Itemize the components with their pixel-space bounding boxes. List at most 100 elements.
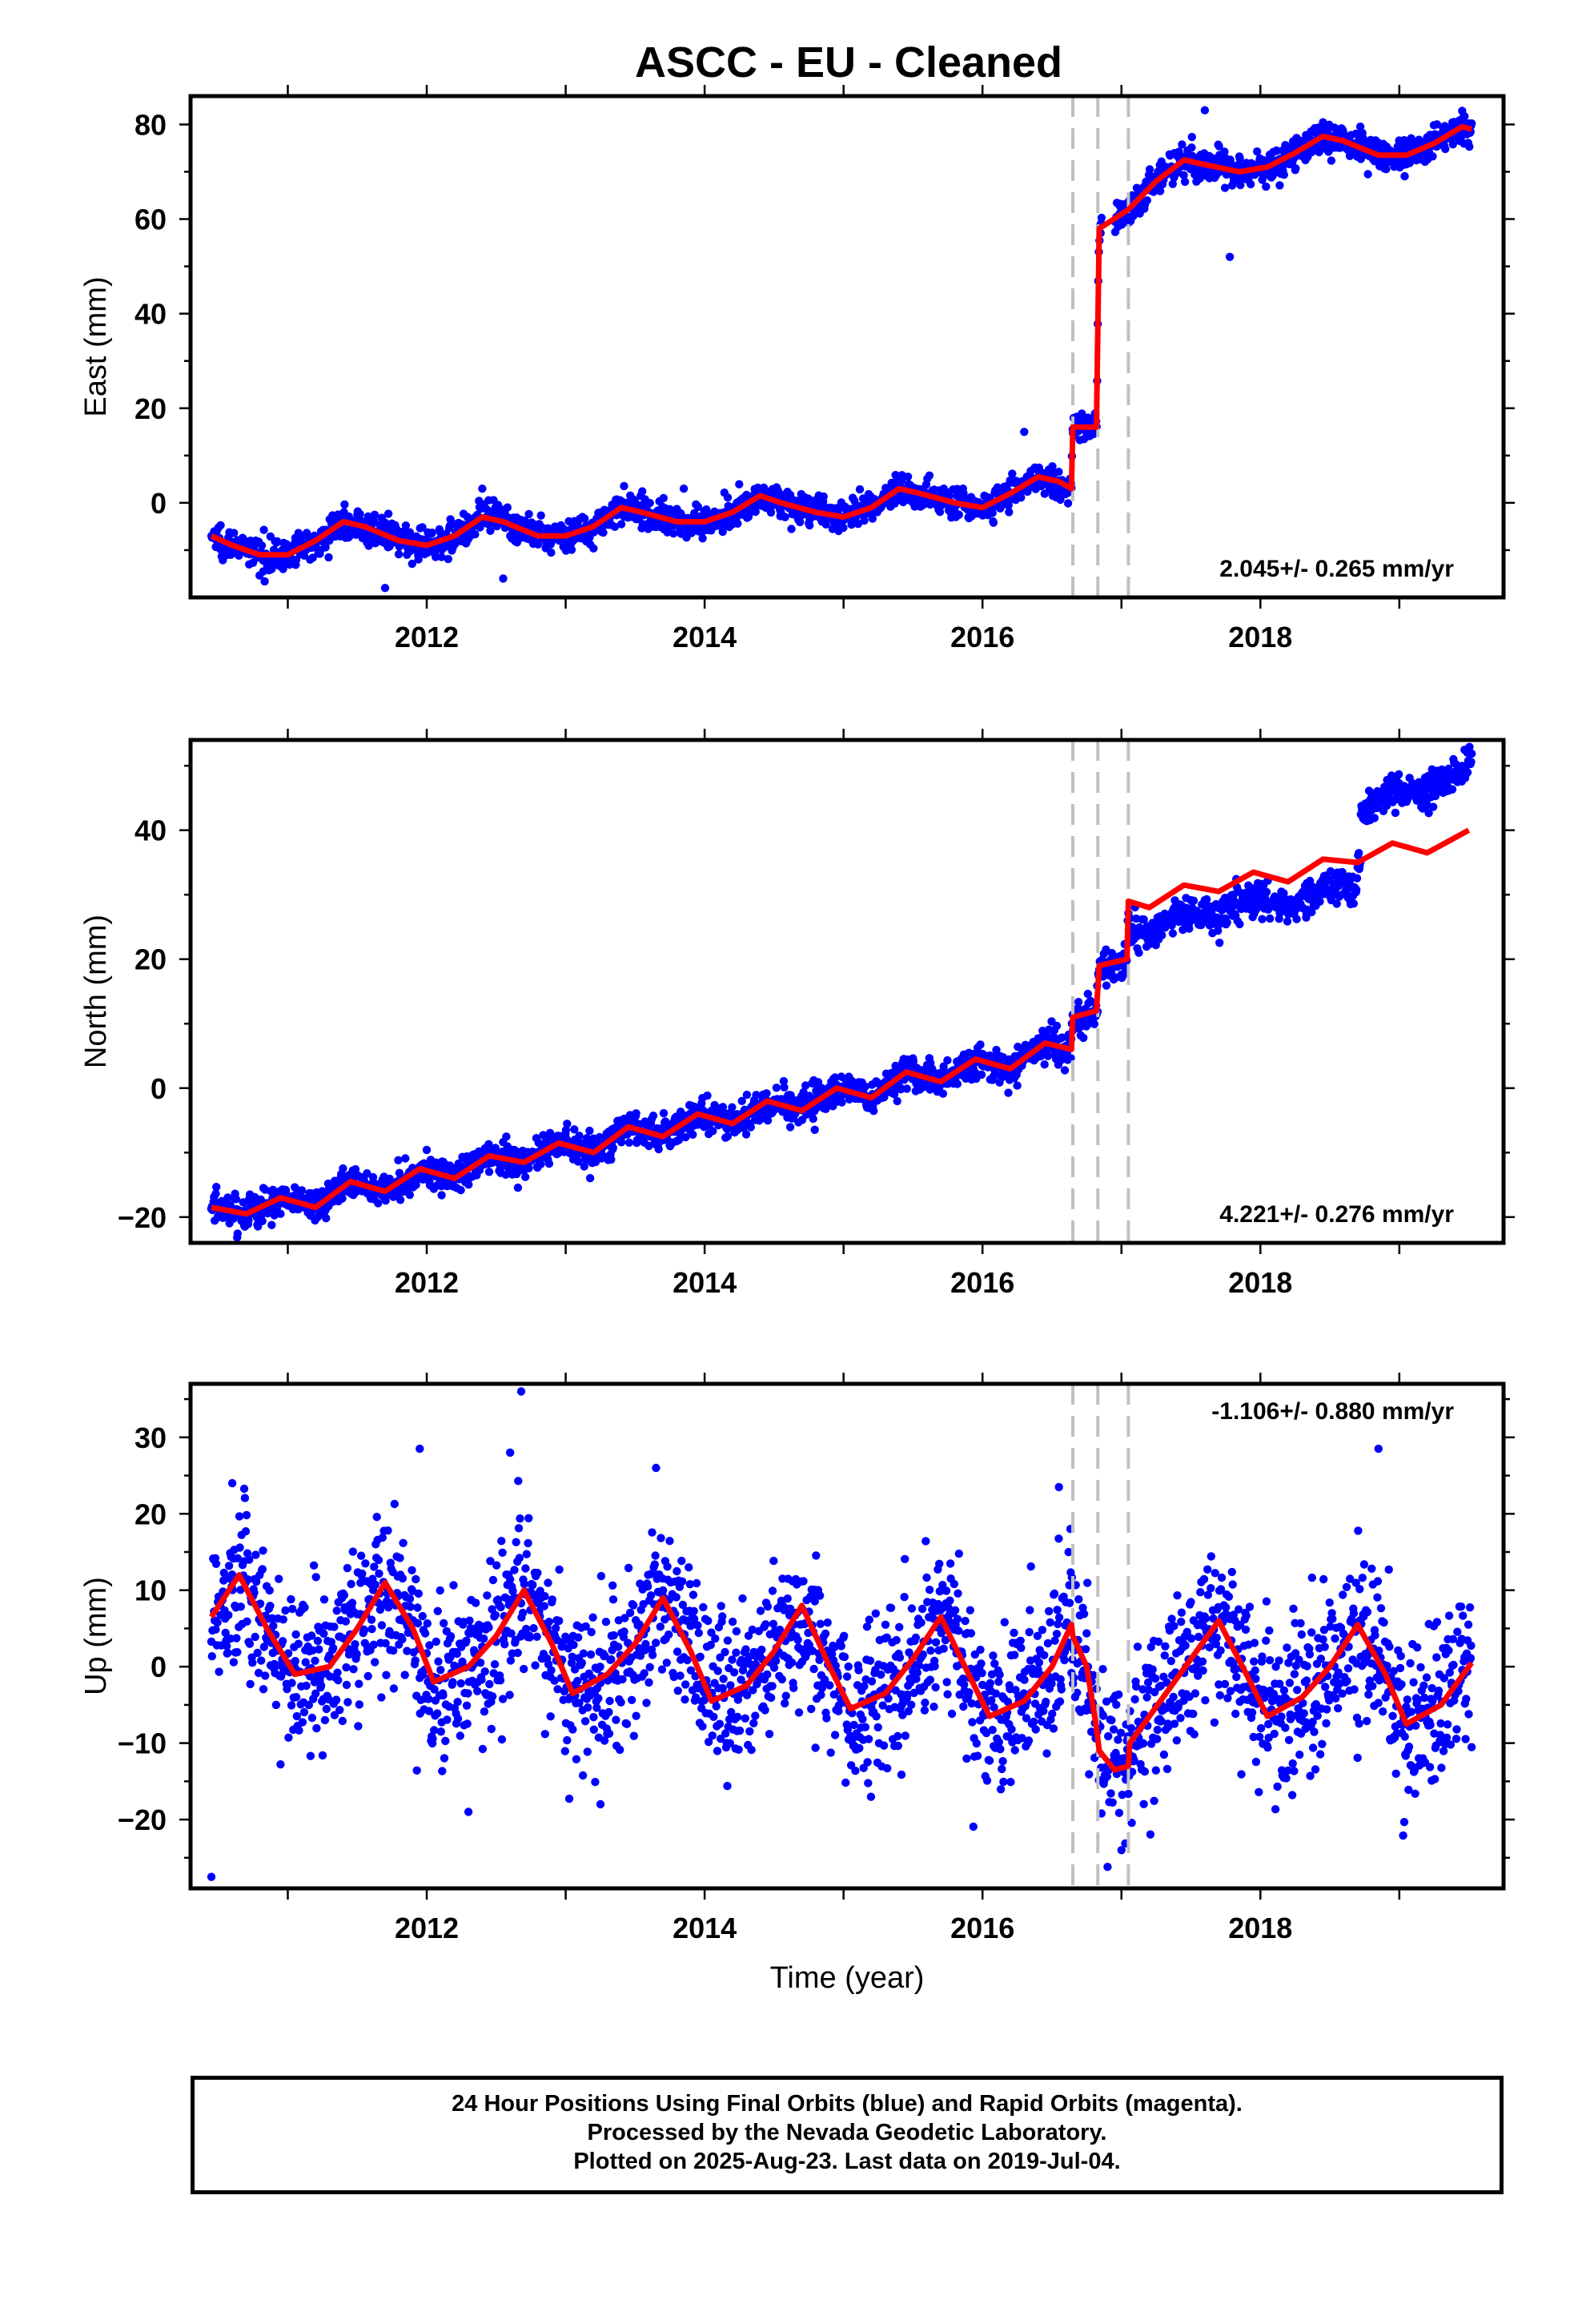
data-point: [401, 521, 411, 530]
data-point: [370, 1562, 379, 1571]
data-point: [580, 1162, 588, 1171]
data-point: [311, 1573, 320, 1582]
data-point: [1043, 1051, 1053, 1060]
data-point: [211, 1559, 221, 1569]
data-point-outlier: [1225, 252, 1235, 261]
data-point: [1179, 171, 1188, 179]
data-point: [1258, 915, 1267, 923]
data-point: [344, 1650, 354, 1659]
data-point: [693, 502, 703, 512]
data-point: [1428, 152, 1437, 161]
data-point: [333, 1668, 342, 1677]
data-point: [297, 1186, 307, 1195]
data-point: [976, 1040, 985, 1049]
data-point: [513, 1183, 523, 1192]
data-point: [307, 1713, 317, 1723]
data-point: [1355, 849, 1363, 858]
data-point: [589, 544, 598, 553]
data-point: [524, 1164, 533, 1173]
data-point: [1370, 814, 1379, 822]
data-point: [405, 1190, 414, 1200]
north-velocity-label: 4.221+/- 0.276 mm/yr: [1219, 1201, 1454, 1228]
data-point: [1349, 899, 1359, 908]
data-point: [796, 517, 805, 527]
east-y-tick-label: 20: [135, 392, 167, 425]
data-point: [805, 521, 814, 530]
north-y-tick-label: −20: [118, 1201, 167, 1234]
data-point: [422, 1145, 432, 1155]
data-point: [860, 516, 869, 525]
data-point: [338, 1716, 347, 1726]
data-point: [342, 1680, 351, 1690]
data-point: [215, 1667, 223, 1676]
figure-title: ASCC - EU - Cleaned: [635, 38, 1062, 86]
data-point: [213, 1618, 222, 1627]
data-point-outlier: [478, 485, 487, 493]
data-point: [1139, 915, 1148, 924]
data-point: [374, 1199, 383, 1208]
data-point: [1145, 165, 1154, 174]
data-point: [343, 1698, 352, 1707]
data-point: [260, 577, 269, 586]
data-point: [367, 1615, 376, 1624]
data-point: [1005, 508, 1014, 517]
data-point: [681, 1132, 690, 1142]
data-point: [1465, 143, 1474, 151]
data-point: [318, 1751, 327, 1760]
data-point: [781, 513, 789, 521]
data-point: [259, 1685, 268, 1694]
data-point: [281, 1606, 290, 1615]
data-point: [1040, 1060, 1049, 1069]
data-point: [1004, 501, 1013, 510]
data-point: [279, 1615, 287, 1624]
data-point: [801, 1081, 810, 1090]
data-point: [300, 1603, 309, 1612]
data-point: [1332, 899, 1341, 908]
data-point: [762, 1089, 771, 1098]
data-point: [301, 1658, 310, 1667]
data-point: [1203, 895, 1211, 904]
data-point: [943, 1055, 952, 1065]
data-point: [275, 1574, 283, 1583]
data-point: [1168, 179, 1178, 188]
data-point: [1226, 155, 1235, 164]
data-point: [325, 537, 334, 545]
data-point: [311, 1689, 320, 1698]
data-point: [381, 520, 390, 529]
data-point: [335, 1706, 344, 1715]
data-point: [839, 523, 848, 533]
data-point: [212, 1183, 221, 1192]
data-point: [659, 493, 668, 503]
data-point: [292, 1711, 301, 1721]
data-point: [751, 507, 760, 517]
data-point: [575, 1132, 584, 1140]
east-x-tick-label: 2014: [673, 621, 737, 653]
data-point: [288, 1604, 297, 1614]
data-point: [367, 1625, 376, 1634]
data-point: [311, 1656, 319, 1665]
data-point: [1391, 808, 1400, 818]
data-point: [456, 1185, 465, 1195]
data-point: [723, 1132, 733, 1141]
data-point: [227, 1570, 237, 1579]
data-point: [253, 1648, 262, 1658]
data-point: [342, 1663, 351, 1672]
data-point: [1441, 144, 1450, 154]
data-point: [348, 1547, 357, 1556]
data-point: [954, 510, 964, 519]
data-point: [772, 1084, 781, 1092]
data-point: [741, 1130, 751, 1139]
north-x-tick-label: 2018: [1228, 1266, 1292, 1299]
data-point: [1097, 213, 1106, 223]
data-point: [361, 1559, 370, 1568]
data-point: [1424, 809, 1433, 818]
data-point: [746, 1123, 755, 1132]
data-point: [1102, 981, 1111, 990]
data-point: [1187, 143, 1196, 152]
east-y-tick-label: 0: [151, 487, 167, 520]
data-point: [1017, 493, 1026, 502]
data-point: [1058, 1033, 1066, 1042]
data-point: [484, 1168, 494, 1176]
data-point: [503, 503, 512, 512]
data-point: [322, 1704, 331, 1714]
